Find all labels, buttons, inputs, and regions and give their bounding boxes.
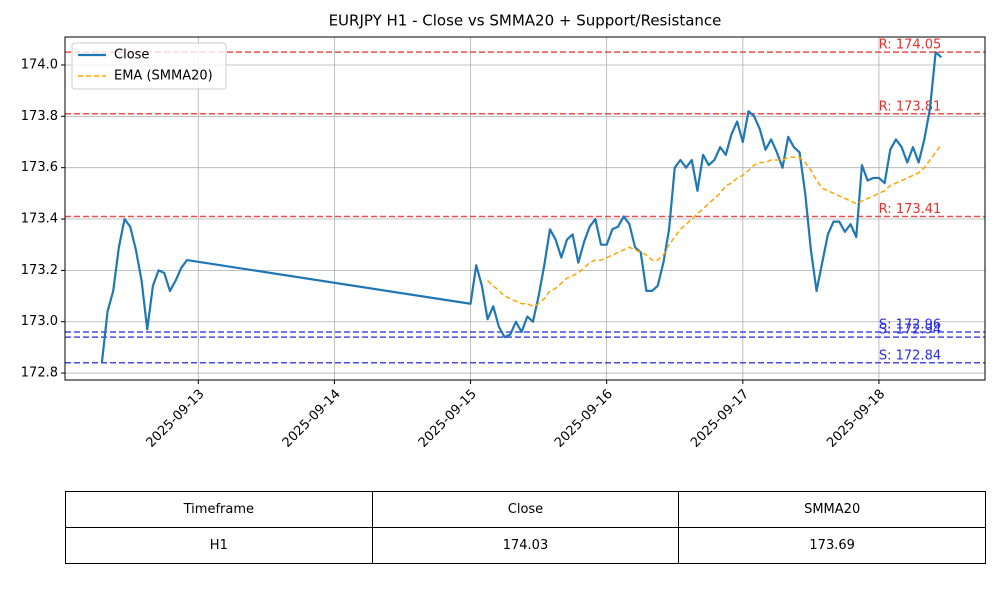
level-label: S: 172.96	[879, 317, 941, 332]
header-cell: SMMA20	[678, 491, 986, 528]
plot-frame	[64, 36, 986, 381]
legend: Close EMA (SMMA20)	[71, 42, 227, 90]
level-label: R: 173.41	[879, 202, 942, 217]
table-header: Timeframe Close SMMA20	[65, 491, 986, 528]
legend-label: EMA (SMMA20)	[114, 69, 213, 84]
y-tick-label: 173.4	[21, 212, 58, 227]
table-row: H1 174.03 173.69	[65, 527, 986, 564]
x-tick-label: 2025-09-13	[144, 387, 208, 451]
y-tick-label: 174.0	[21, 57, 58, 72]
y-tick-label: 173.6	[21, 160, 58, 175]
cell: 174.03	[371, 527, 680, 564]
cell: 173.69	[678, 527, 986, 564]
legend-box	[71, 42, 227, 90]
header-cell: Close	[371, 491, 680, 528]
x-tick-label: 2025-09-18	[824, 387, 888, 451]
y-tick-label: 173.2	[21, 263, 58, 278]
y-tick-label: 173.0	[21, 314, 58, 329]
x-tick-label: 2025-09-15	[416, 387, 480, 451]
level-label: R: 174.05	[879, 38, 942, 53]
level-label: S: 172.84	[879, 348, 941, 363]
x-tick-label: 2025-09-17	[688, 387, 752, 451]
level-label: S: 172.94	[879, 323, 941, 338]
level-label: R: 173.81	[879, 99, 942, 114]
legend-label: Close	[114, 48, 149, 63]
summary-table: Timeframe Close SMMA20 H1 174.03 173.69	[65, 491, 986, 564]
series-line	[487, 144, 942, 308]
chart-title: EURJPY H1 - Close vs SMMA20 + Support/Re…	[329, 12, 722, 30]
x-tick-label: 2025-09-14	[280, 387, 344, 451]
series-line	[100, 51, 943, 363]
cell: H1	[65, 527, 373, 564]
x-tick-label: 2025-09-16	[552, 387, 616, 451]
y-tick-label: 173.8	[21, 109, 58, 124]
y-tick-label: 172.8	[21, 366, 58, 381]
header-cell: Timeframe	[65, 491, 373, 528]
chart: EURJPY H1 - Close vs SMMA20 + Support/Re…	[21, 12, 986, 451]
